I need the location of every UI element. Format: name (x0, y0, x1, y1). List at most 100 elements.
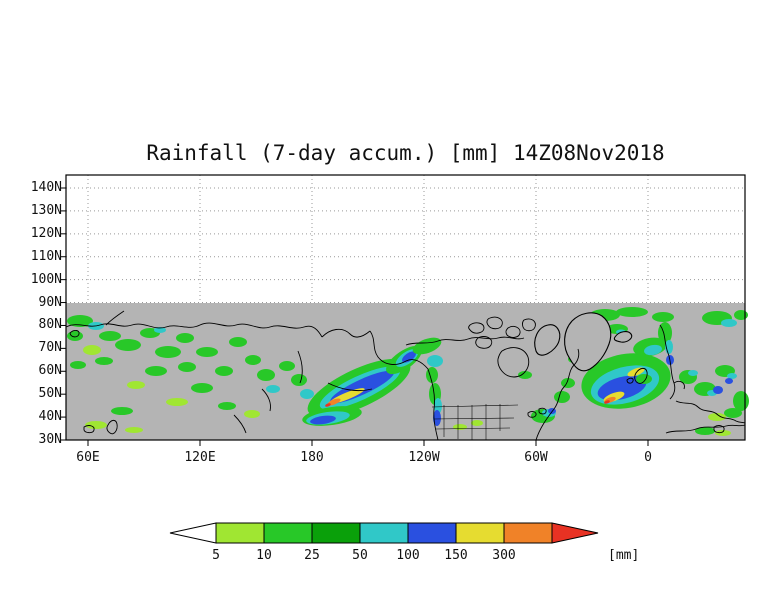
rain-cell (727, 373, 737, 379)
rain-cell (327, 398, 341, 406)
y-tick-label: 100N (30, 271, 62, 287)
rain-cell (652, 312, 674, 322)
coastline (538, 407, 547, 415)
rain-cell (67, 331, 83, 341)
coastline (675, 400, 746, 424)
coastline (69, 330, 80, 338)
colorbar-segment (263, 522, 313, 544)
rain-cell (627, 367, 645, 377)
coastline (527, 411, 537, 418)
y-tick-label: 30N (38, 431, 62, 447)
colorbar-arrow-min (169, 522, 217, 544)
land-mass (534, 324, 561, 356)
rain-cell (724, 408, 742, 418)
rain-cell (402, 351, 416, 363)
coastline (665, 424, 746, 434)
coastline (468, 322, 485, 334)
rain-cell (218, 402, 236, 410)
rain-cell (433, 410, 441, 426)
coastline (673, 380, 685, 390)
rain-cell (127, 381, 145, 389)
coastline (405, 336, 525, 346)
coastline (713, 425, 725, 434)
rain-cell (725, 378, 733, 384)
colorbar-unit-label: [mm] (608, 548, 639, 563)
y-tick-label: 50N (38, 386, 62, 402)
colorbar-segment (359, 522, 409, 544)
coastline (626, 377, 634, 384)
colorbar-segment (455, 522, 505, 544)
rain-cell (215, 366, 233, 376)
rain-cell (708, 413, 726, 421)
colorbar-segment (503, 522, 553, 544)
rain-cell (734, 310, 748, 320)
rain-cell (604, 400, 610, 404)
colorbar-tick-label: 300 (492, 548, 515, 563)
y-tick-label: 140N (30, 180, 62, 195)
rain-cell (291, 374, 307, 386)
rain-cell (257, 369, 275, 381)
y-tick-label: 90N (38, 294, 62, 310)
coastline (106, 419, 118, 435)
rain-cell (196, 347, 218, 357)
rain-cell (70, 361, 86, 369)
border-line (433, 417, 515, 420)
coastline (327, 382, 373, 392)
rain-cell (518, 371, 532, 379)
rain-cell (279, 361, 295, 371)
coastline (475, 336, 493, 349)
coastline (634, 367, 648, 384)
rain-cell (83, 345, 101, 355)
coastline (233, 414, 247, 434)
plot-frame (65, 174, 746, 441)
rain-cell (471, 420, 483, 426)
rain-cell (695, 427, 715, 435)
coastline (486, 316, 503, 330)
rain-cell (125, 427, 143, 433)
rain-cell (191, 383, 213, 393)
y-tick-label: 130N (30, 202, 62, 218)
y-tick-label: 80N (38, 317, 62, 333)
rain-cell (616, 307, 648, 317)
coastline (321, 328, 371, 338)
coastline (65, 322, 323, 338)
coastline (659, 324, 676, 400)
rain-cell (554, 391, 570, 403)
colorbar-tick-label: 150 (444, 548, 467, 563)
y-tick-label: 60N (38, 363, 62, 379)
x-tick-label: 0 (644, 450, 652, 465)
x-tick-label: 60W (524, 450, 548, 465)
y-tick-label: 110N (30, 248, 62, 264)
y-tick-label: 120N (30, 225, 62, 241)
rain-cell (427, 355, 443, 367)
rain-cell (715, 430, 731, 436)
coastline (297, 350, 303, 384)
rain-cell (561, 378, 575, 388)
coastline (261, 388, 271, 412)
rain-cell (67, 315, 93, 327)
rain-cell (453, 424, 467, 430)
border-line (435, 427, 511, 430)
rain-cell (310, 415, 336, 425)
rain-cell (99, 331, 121, 341)
colorbar-segment (407, 522, 457, 544)
rain-cell (300, 389, 314, 399)
rain-cell (713, 386, 723, 394)
rain-cell (644, 344, 662, 356)
rain-cell (178, 362, 196, 372)
rain-cell (155, 346, 181, 358)
rain-cell (145, 366, 167, 376)
colorbar-segment (311, 522, 361, 544)
coastline (521, 318, 536, 332)
rain-cell (244, 410, 260, 418)
rain-cell (266, 385, 280, 393)
coastline (83, 425, 95, 434)
rain-cell (229, 337, 247, 347)
colorbar: 5 10 25 50 100 150 300 [mm] (169, 522, 639, 563)
colorbar-tick-label: 50 (352, 548, 368, 563)
colorbar-segment (215, 522, 265, 544)
rain-cell (434, 398, 442, 414)
x-tick-label: 120E (184, 450, 216, 465)
coastline (535, 348, 580, 441)
